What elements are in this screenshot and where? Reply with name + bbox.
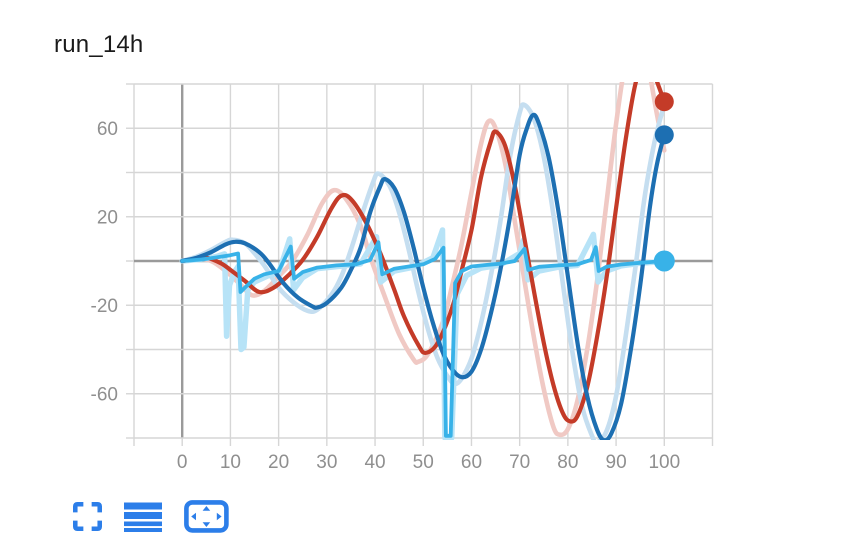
y-axis-label: -20 bbox=[91, 296, 118, 317]
y-axis-label: -60 bbox=[91, 384, 118, 405]
fit-to-screen-icon bbox=[184, 500, 229, 533]
end-dot-run-blue[interactable] bbox=[654, 125, 674, 145]
y-axis-label: 60 bbox=[97, 119, 118, 140]
fullscreen-button[interactable] bbox=[73, 502, 102, 531]
series-run-red-raw[interactable] bbox=[179, 43, 667, 438]
y-axis-label: 20 bbox=[97, 207, 118, 228]
x-axis-label: 0 bbox=[177, 452, 188, 473]
x-axis-label: 60 bbox=[461, 452, 482, 473]
series-run-blue[interactable] bbox=[180, 112, 667, 441]
series-run-blue-raw[interactable] bbox=[179, 101, 667, 443]
x-axis-label: 20 bbox=[268, 452, 289, 473]
end-dot-run-cyan[interactable] bbox=[653, 250, 675, 272]
end-dot-run-red[interactable] bbox=[654, 92, 674, 112]
fullscreen-icon bbox=[73, 502, 102, 531]
x-axis-label: 100 bbox=[648, 452, 680, 473]
x-axis-label: 90 bbox=[606, 452, 627, 473]
chart-title: run_14h bbox=[54, 31, 144, 58]
x-axis-label: 50 bbox=[413, 452, 434, 473]
series-list-button[interactable] bbox=[124, 502, 162, 532]
x-axis-label: 30 bbox=[316, 452, 337, 473]
series-run-cyan[interactable] bbox=[180, 240, 667, 438]
x-axis-label: 80 bbox=[557, 452, 578, 473]
series-list-icon bbox=[124, 502, 162, 532]
x-axis-label: 10 bbox=[220, 452, 241, 473]
chart-toolbar bbox=[73, 500, 229, 533]
fit-to-screen-button[interactable] bbox=[184, 500, 229, 533]
x-axis-label: 40 bbox=[364, 452, 385, 473]
x-axis-label: 70 bbox=[509, 452, 530, 473]
